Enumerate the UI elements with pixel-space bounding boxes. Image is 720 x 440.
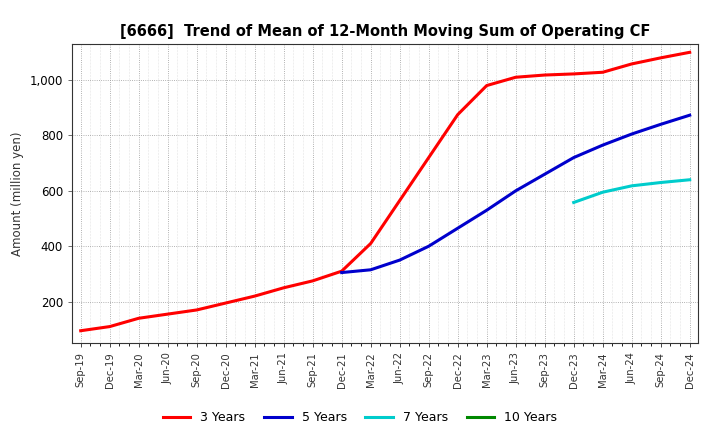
Title: [6666]  Trend of Mean of 12-Month Moving Sum of Operating CF: [6666] Trend of Mean of 12-Month Moving … bbox=[120, 24, 650, 39]
Legend: 3 Years, 5 Years, 7 Years, 10 Years: 3 Years, 5 Years, 7 Years, 10 Years bbox=[158, 407, 562, 429]
Y-axis label: Amount (million yen): Amount (million yen) bbox=[11, 132, 24, 256]
